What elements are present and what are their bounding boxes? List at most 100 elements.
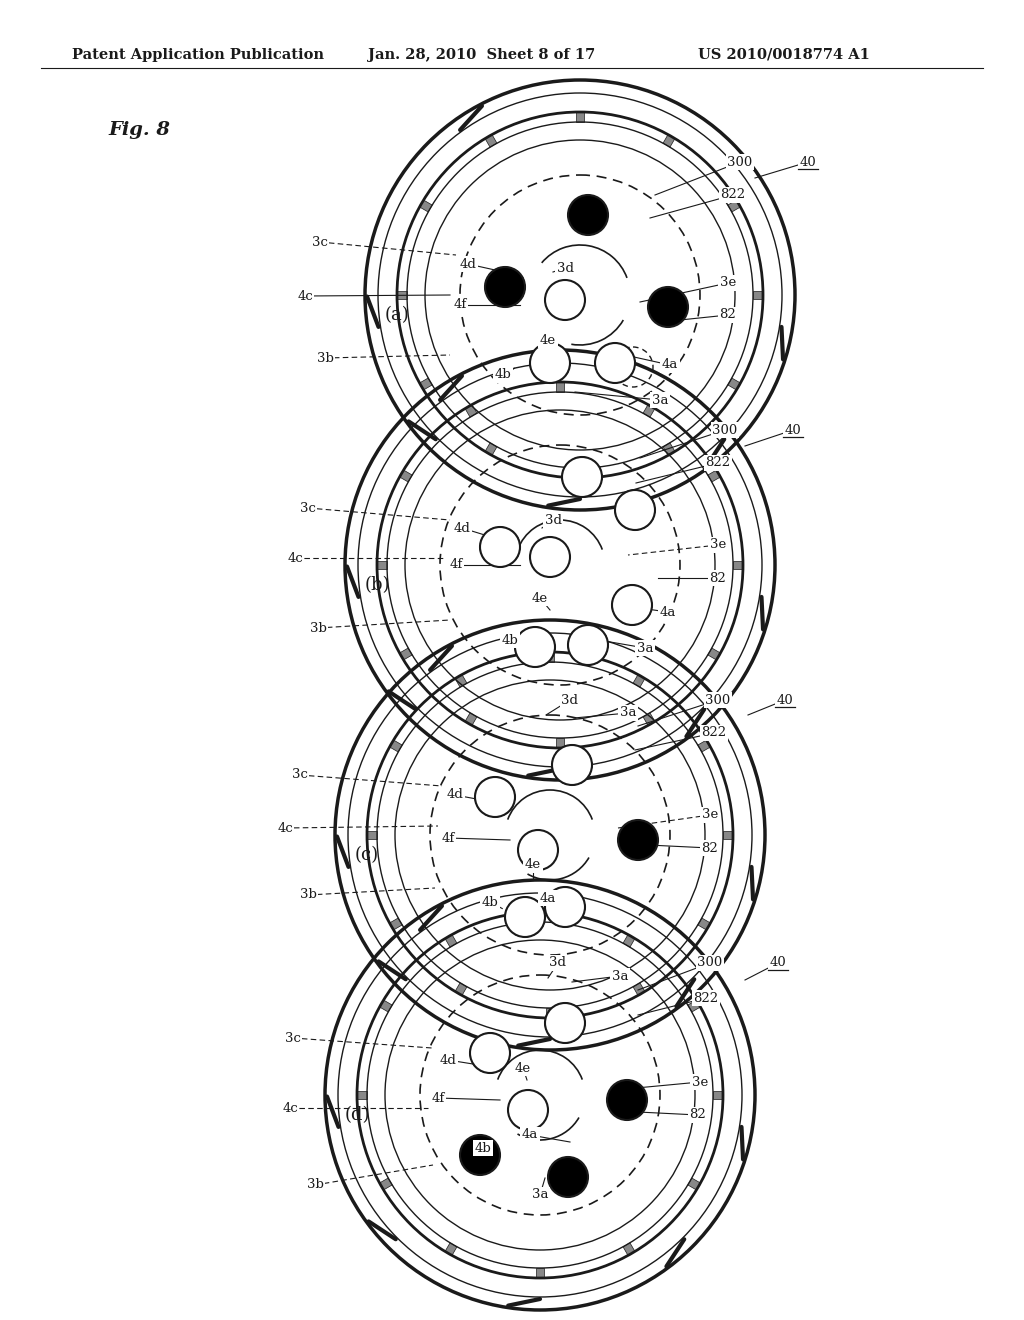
Text: 3a: 3a <box>651 393 669 407</box>
Text: 82: 82 <box>720 309 736 322</box>
Text: 300: 300 <box>713 424 737 437</box>
Text: 82: 82 <box>710 572 726 585</box>
Text: 3e: 3e <box>720 276 736 289</box>
Bar <box>623 935 635 948</box>
Text: 4b: 4b <box>502 634 518 647</box>
Text: 4b: 4b <box>495 368 511 381</box>
Text: 3e: 3e <box>692 1076 709 1089</box>
Text: (a): (a) <box>385 306 410 323</box>
Circle shape <box>485 267 525 308</box>
Circle shape <box>530 343 570 383</box>
Text: 4c: 4c <box>278 821 293 834</box>
Bar <box>465 713 477 726</box>
Bar <box>728 201 740 213</box>
Circle shape <box>612 585 652 624</box>
Bar <box>623 1243 635 1255</box>
Text: 3e: 3e <box>710 539 726 552</box>
Bar <box>733 561 743 569</box>
Text: Patent Application Publication: Patent Application Publication <box>72 48 324 62</box>
Text: 4b: 4b <box>481 895 499 908</box>
Text: 3e: 3e <box>701 808 718 821</box>
Text: 4c: 4c <box>297 289 313 302</box>
Text: 300: 300 <box>727 156 753 169</box>
Bar <box>708 648 721 660</box>
Circle shape <box>475 777 515 817</box>
Text: 3a: 3a <box>611 969 629 982</box>
Text: 822: 822 <box>701 726 727 739</box>
Text: 300: 300 <box>706 693 731 706</box>
Bar <box>445 1243 457 1255</box>
Text: 822: 822 <box>693 991 719 1005</box>
Text: 4d: 4d <box>446 788 464 801</box>
Circle shape <box>515 627 555 667</box>
Bar <box>546 652 554 663</box>
Circle shape <box>568 624 608 665</box>
Bar <box>546 1008 554 1018</box>
Bar <box>633 983 645 995</box>
Text: 300: 300 <box>697 957 723 969</box>
Bar <box>455 675 467 688</box>
Bar <box>713 1092 723 1100</box>
Circle shape <box>618 820 658 861</box>
Text: 4f: 4f <box>431 1092 444 1105</box>
Text: 4e: 4e <box>540 334 556 346</box>
Text: 4a: 4a <box>540 891 556 904</box>
Text: 3b: 3b <box>316 351 334 364</box>
Text: 3c: 3c <box>312 235 328 248</box>
Bar <box>420 201 432 213</box>
Text: 3d: 3d <box>561 693 579 706</box>
Text: 4f: 4f <box>454 298 467 312</box>
Bar <box>697 917 711 931</box>
Bar <box>389 741 402 752</box>
Bar <box>663 135 675 147</box>
Circle shape <box>470 1034 510 1073</box>
Bar <box>728 378 740 389</box>
Bar <box>643 404 655 417</box>
Circle shape <box>518 830 558 870</box>
Bar <box>575 469 584 478</box>
Text: 40: 40 <box>776 693 794 706</box>
Circle shape <box>562 457 602 498</box>
Bar <box>688 1177 700 1189</box>
Bar <box>485 135 497 147</box>
Text: 4d: 4d <box>460 257 476 271</box>
Circle shape <box>480 527 520 568</box>
Text: 40: 40 <box>770 957 786 969</box>
Bar <box>389 917 402 931</box>
Text: 3c: 3c <box>292 768 308 781</box>
Text: 3d: 3d <box>545 513 561 527</box>
Circle shape <box>530 537 570 577</box>
Circle shape <box>595 343 635 383</box>
Bar <box>536 912 544 921</box>
Circle shape <box>508 1090 548 1130</box>
Bar <box>633 675 645 688</box>
Text: 4e: 4e <box>525 858 541 871</box>
Bar <box>465 404 477 417</box>
Text: (b): (b) <box>365 576 390 594</box>
Text: 4b: 4b <box>475 1142 492 1155</box>
Circle shape <box>545 887 585 927</box>
Text: 822: 822 <box>721 189 745 202</box>
Text: 4d: 4d <box>454 521 470 535</box>
Text: 3a: 3a <box>620 706 636 719</box>
Text: 3b: 3b <box>309 622 327 635</box>
Text: 4a: 4a <box>522 1129 539 1142</box>
Text: 3d: 3d <box>556 261 573 275</box>
Bar <box>380 1001 392 1012</box>
Bar <box>367 832 377 840</box>
Circle shape <box>607 1080 647 1119</box>
Circle shape <box>548 1158 588 1197</box>
Bar <box>688 1001 700 1012</box>
Bar <box>643 713 655 726</box>
Text: 3c: 3c <box>300 502 316 515</box>
Text: Jan. 28, 2010  Sheet 8 of 17: Jan. 28, 2010 Sheet 8 of 17 <box>368 48 595 62</box>
Text: 4f: 4f <box>441 832 455 845</box>
Text: 82: 82 <box>701 842 719 854</box>
Text: US 2010/0018774 A1: US 2010/0018774 A1 <box>698 48 869 62</box>
Text: 4d: 4d <box>439 1053 457 1067</box>
Text: 3c: 3c <box>285 1031 301 1044</box>
Text: 3a: 3a <box>531 1188 548 1201</box>
Text: 4a: 4a <box>659 606 676 619</box>
Circle shape <box>568 195 608 235</box>
Bar <box>556 738 564 748</box>
